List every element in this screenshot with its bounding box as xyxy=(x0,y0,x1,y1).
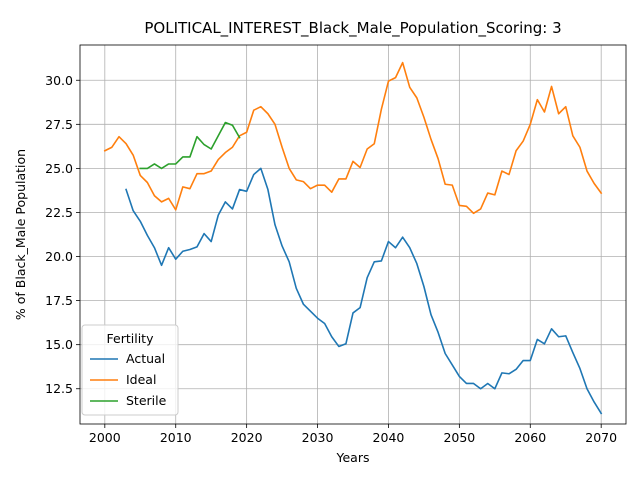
legend-label-sterile: Sterile xyxy=(126,393,167,408)
legend-label-ideal: Ideal xyxy=(126,372,156,387)
y-tick-label: 20.0 xyxy=(45,249,73,264)
y-axis-label: % of Black_Male Population xyxy=(13,149,28,320)
y-tick-label: 30.0 xyxy=(45,73,73,88)
series-line-sterile xyxy=(139,121,241,170)
x-tick-label: 2050 xyxy=(443,430,475,445)
legend-items: Actual Ideal Sterile xyxy=(90,351,167,408)
series-lines xyxy=(103,61,603,415)
x-tick-label: 2030 xyxy=(302,430,334,445)
y-tick-label: 17.5 xyxy=(45,293,73,308)
x-tick-label: 2020 xyxy=(231,430,263,445)
y-tick-label: 22.5 xyxy=(45,205,73,220)
x-tick-label: 2060 xyxy=(514,430,546,445)
y-axis-ticks: 12.5 15.0 17.5 20.0 22.5 25.0 27.5 30.0 xyxy=(45,73,80,396)
y-tick-label: 15.0 xyxy=(45,337,73,352)
series-line-ideal xyxy=(103,61,603,215)
series-line-actual xyxy=(125,167,603,415)
plot-frame xyxy=(79,44,627,425)
chart-title: POLITICAL_INTEREST_Black_Male_Population… xyxy=(144,19,561,38)
y-tick-label: 12.5 xyxy=(45,381,73,396)
y-tick-label: 27.5 xyxy=(45,117,73,132)
y-tick-label: 25.0 xyxy=(45,161,73,176)
x-tick-label: 2000 xyxy=(89,430,121,445)
x-tick-label: 2070 xyxy=(585,430,617,445)
legend: Fertility Actual Ideal Sterile xyxy=(81,324,179,416)
x-tick-label: 2010 xyxy=(160,430,192,445)
legend-box xyxy=(81,324,179,416)
x-tick-label: 2040 xyxy=(373,430,405,445)
x-axis-label: Years xyxy=(336,450,370,465)
legend-title: Fertility xyxy=(107,331,155,346)
legend-label-actual: Actual xyxy=(126,351,165,366)
x-axis-ticks: 2000 2010 2020 2030 2040 2050 2060 2070 xyxy=(89,424,617,445)
